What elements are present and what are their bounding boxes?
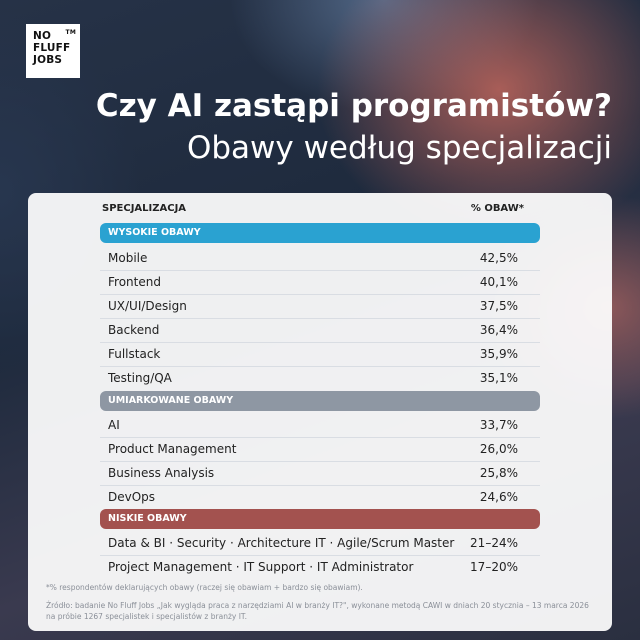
brand-line-1: NO bbox=[33, 30, 52, 42]
table-row: Testing/QA 35,1% bbox=[108, 368, 518, 388]
row-value: 35,9% bbox=[479, 347, 518, 361]
group-label: WYSOKIE OBAWY bbox=[108, 227, 201, 238]
table-row: Product Management 26,0% bbox=[108, 439, 518, 459]
column-header-specialization: SPECJALIZACJA bbox=[102, 203, 187, 214]
row-value: 35,1% bbox=[479, 371, 518, 385]
row-value: 37,5% bbox=[479, 299, 518, 313]
row-divider bbox=[100, 342, 540, 343]
page-title: Czy AI zastąpi programistów? bbox=[95, 88, 612, 124]
group-band-low: NISKIE OBAWY bbox=[100, 509, 540, 529]
row-name: UX/UI/Design bbox=[108, 299, 187, 313]
group-label: UMIARKOWANE OBAWY bbox=[108, 395, 234, 406]
row-name: Frontend bbox=[108, 275, 161, 289]
row-value: 24,6% bbox=[479, 490, 518, 504]
row-divider bbox=[100, 437, 540, 438]
brand-line-2: FLUFF bbox=[33, 42, 71, 54]
table-row: DevOps 24,6% bbox=[108, 487, 518, 507]
row-name: Fullstack bbox=[108, 347, 161, 361]
row-name: DevOps bbox=[108, 490, 156, 504]
row-name: AI bbox=[108, 418, 120, 432]
table-row: Frontend 40,1% bbox=[108, 272, 518, 292]
column-header-concern: % OBAW* bbox=[470, 203, 524, 214]
row-value: 25,8% bbox=[479, 466, 518, 480]
row-name: Business Analysis bbox=[108, 466, 215, 480]
table-row: Mobile 42,5% bbox=[108, 248, 518, 268]
row-divider bbox=[100, 461, 540, 462]
row-name: Project Management · IT Support · IT Adm… bbox=[108, 560, 414, 574]
row-name: Product Management bbox=[108, 442, 237, 456]
trademark-mark: TM bbox=[65, 29, 76, 36]
row-name: Backend bbox=[108, 323, 160, 337]
brand-line-3: JOBS bbox=[33, 54, 63, 66]
row-divider bbox=[100, 270, 540, 271]
row-value: 21–24% bbox=[470, 536, 518, 550]
results-table-card: SPECJALIZACJA % OBAW* WYSOKIE OBAWY Mobi… bbox=[28, 193, 612, 631]
row-value: 33,7% bbox=[479, 418, 518, 432]
row-name: Testing/QA bbox=[108, 371, 172, 385]
row-divider bbox=[100, 555, 540, 556]
row-divider bbox=[100, 485, 540, 486]
table-row: UX/UI/Design 37,5% bbox=[108, 296, 518, 316]
row-divider bbox=[100, 318, 540, 319]
footnote: *% respondentów deklarujących obawy (rac… bbox=[46, 583, 363, 592]
table-row: Data & BI · Security · Architecture IT ·… bbox=[108, 533, 518, 553]
group-label: NISKIE OBAWY bbox=[108, 513, 187, 524]
row-divider bbox=[100, 294, 540, 295]
row-name: Mobile bbox=[108, 251, 148, 265]
source-line-2: na próbie 1267 specjalistek i specjalist… bbox=[46, 612, 247, 621]
group-band-moderate: UMIARKOWANE OBAWY bbox=[100, 391, 540, 411]
row-value: 40,1% bbox=[479, 275, 518, 289]
table-row: Business Analysis 25,8% bbox=[108, 463, 518, 483]
row-value: 42,5% bbox=[479, 251, 518, 265]
row-value: 17–20% bbox=[470, 560, 518, 574]
row-divider bbox=[100, 366, 540, 367]
table-row: Fullstack 35,9% bbox=[108, 344, 518, 364]
table-row: AI 33,7% bbox=[108, 415, 518, 435]
row-value: 26,0% bbox=[479, 442, 518, 456]
group-band-high: WYSOKIE OBAWY bbox=[100, 223, 540, 243]
table-header: SPECJALIZACJA % OBAW* bbox=[102, 203, 524, 217]
source-line-1: Źródło: badanie No Fluff Jobs „Jak wyglą… bbox=[46, 601, 589, 610]
page-subtitle: Obawy według specjalizacji bbox=[186, 130, 612, 166]
brand-logo: TM NO FLUFF JOBS bbox=[26, 24, 80, 78]
table-row: Backend 36,4% bbox=[108, 320, 518, 340]
row-name: Data & BI · Security · Architecture IT ·… bbox=[108, 536, 455, 550]
row-value: 36,4% bbox=[479, 323, 518, 337]
table-row: Project Management · IT Support · IT Adm… bbox=[108, 557, 518, 577]
